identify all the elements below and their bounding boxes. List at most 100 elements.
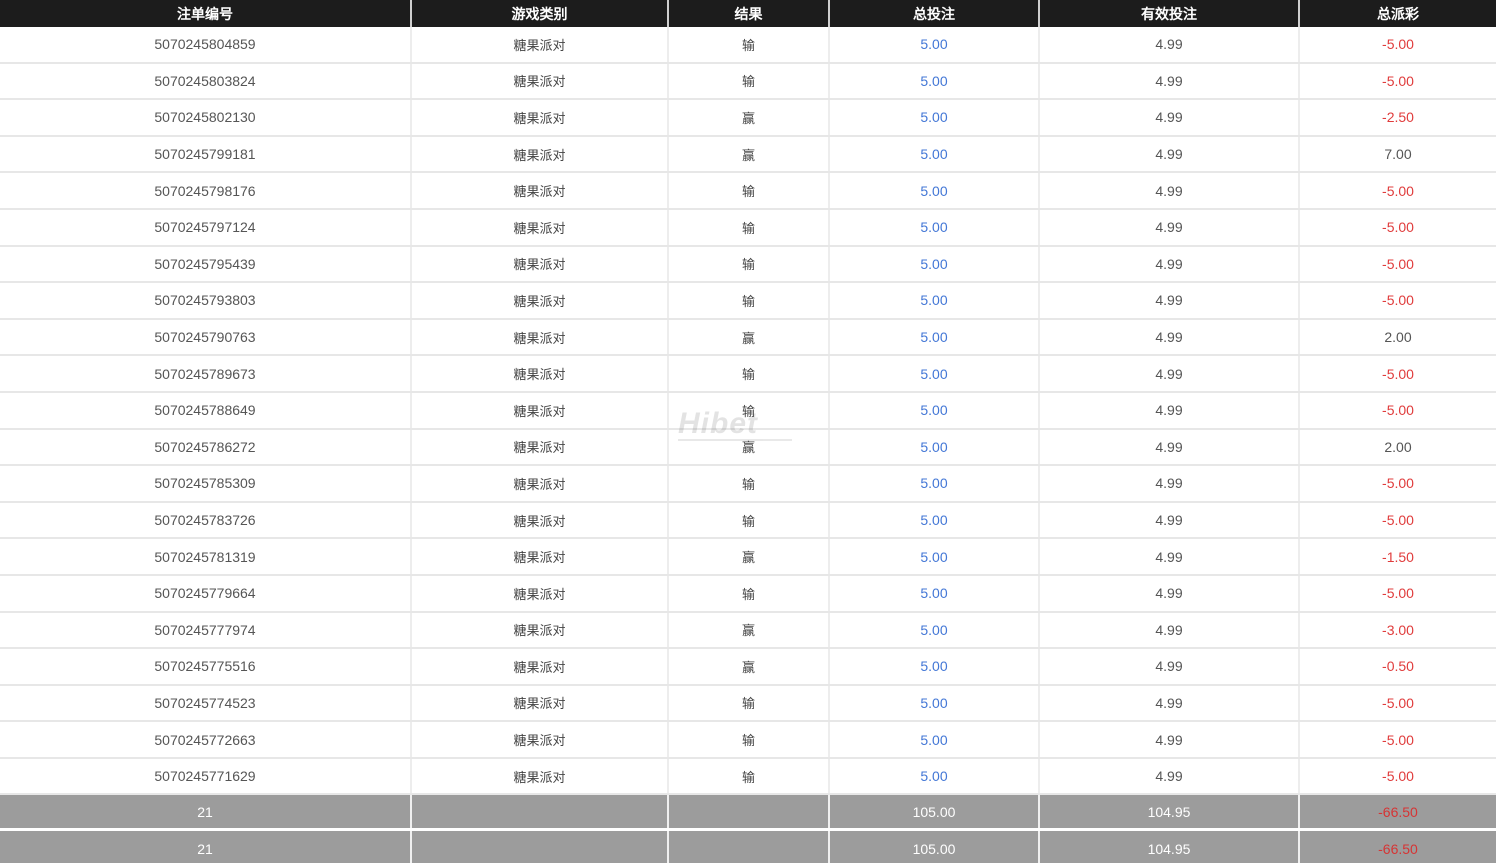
cell-payout: -5.00	[1382, 694, 1414, 711]
cell-result: 赢	[669, 539, 830, 574]
cell-total-bet[interactable]: 5.00	[830, 319, 1040, 355]
cell-valid-bet: 4.99	[1040, 429, 1300, 465]
summary-cell-payout: -66.50	[1378, 841, 1418, 858]
cell-valid-bet: 4.99	[1040, 466, 1300, 501]
cell-result: 输	[669, 173, 830, 208]
cell-bet-id: 5070245771629	[0, 758, 412, 794]
cell-total-bet[interactable]: 5.00	[830, 612, 1040, 648]
cell-valid-bet: 4.99	[1040, 283, 1300, 318]
cell-total-bet[interactable]: 5.00	[830, 722, 1040, 757]
summary-cell-result	[669, 831, 830, 863]
summary-cell-result	[669, 795, 830, 829]
cell-bet-id: 5070245803824	[0, 63, 412, 99]
cell-total-bet[interactable]: 5.00	[830, 649, 1040, 684]
table-row: 5070245803824 糖果派对输 5.00 4.99 -5.00	[0, 63, 1496, 101]
cell-bet-id: 5070245775516	[0, 649, 412, 684]
cell-game: 糖果派对	[412, 63, 669, 99]
cell-valid-bet: 4.99	[1040, 502, 1300, 538]
cell-bet-id: 5070245779664	[0, 575, 412, 611]
summary-cell-payout: -66.50	[1378, 803, 1418, 820]
cell-total-bet[interactable]: 5.00	[830, 429, 1040, 465]
cell-result: 输	[669, 575, 830, 611]
cell-valid-bet: 4.99	[1040, 758, 1300, 794]
cell-total-bet[interactable]: 5.00	[830, 356, 1040, 391]
summary-row: 21 105.00 104.95 -66.50	[0, 831, 1496, 863]
cell-game: 糖果派对	[412, 612, 669, 648]
cell-payout: -2.50	[1382, 109, 1414, 126]
cell-valid-bet: 4.99	[1040, 63, 1300, 99]
cell-game: 糖果派对	[412, 429, 669, 465]
cell-bet-id: 5070245799181	[0, 136, 412, 172]
cell-valid-bet: 4.99	[1040, 209, 1300, 245]
cell-total-bet[interactable]: 5.00	[830, 539, 1040, 574]
cell-result: 输	[669, 722, 830, 757]
cell-total-bet[interactable]: 5.00	[830, 575, 1040, 611]
cell-total-bet[interactable]: 5.00	[830, 246, 1040, 282]
cell-result: 赢	[669, 649, 830, 684]
cell-total-bet[interactable]: 5.00	[830, 283, 1040, 318]
cell-valid-bet: 4.99	[1040, 319, 1300, 355]
cell-total-bet[interactable]: 5.00	[830, 685, 1040, 721]
cell-game: 糖果派对	[412, 283, 669, 318]
cell-bet-id: 5070245795439	[0, 246, 412, 282]
cell-total-bet[interactable]: 5.00	[830, 466, 1040, 501]
cell-game: 糖果派对	[412, 136, 669, 172]
cell-bet-id: 5070245804859	[0, 27, 412, 62]
table-row: 5070245774523 糖果派对输 5.00 4.99 -5.00	[0, 685, 1496, 723]
cell-result: 赢	[669, 612, 830, 648]
cell-total-bet[interactable]: 5.00	[830, 63, 1040, 99]
table-row: 5070245790763 糖果派对赢 5.00 4.99 2.00	[0, 319, 1496, 357]
cell-total-bet[interactable]: 5.00	[830, 27, 1040, 62]
cell-result: 赢	[669, 429, 830, 465]
table-row: 5070245777974 糖果派对赢 5.00 4.99 -3.00	[0, 612, 1496, 650]
cell-result: 输	[669, 27, 830, 62]
cell-payout: -5.00	[1382, 292, 1414, 309]
cell-result: 输	[669, 758, 830, 794]
cell-valid-bet: 4.99	[1040, 246, 1300, 282]
column-header-result: 结果	[669, 0, 830, 27]
table-row: 5070245781319 糖果派对赢 5.00 4.99 -1.50	[0, 539, 1496, 576]
cell-total-bet[interactable]: 5.00	[830, 136, 1040, 172]
cell-bet-id: 5070245786272	[0, 429, 412, 465]
table-row: 5070245775516 糖果派对赢 5.00 4.99 -0.50	[0, 649, 1496, 686]
summary-cell-valid-bet: 104.95	[1040, 795, 1300, 829]
cell-game: 糖果派对	[412, 356, 669, 391]
cell-total-bet[interactable]: 5.00	[830, 100, 1040, 135]
cell-total-bet[interactable]: 5.00	[830, 209, 1040, 245]
cell-payout: -5.00	[1382, 182, 1414, 199]
cell-valid-bet: 4.99	[1040, 612, 1300, 648]
cell-game: 糖果派对	[412, 392, 669, 428]
cell-result: 赢	[669, 136, 830, 172]
table-summary: 21 105.00 104.95 -66.50 21 105.00 104.95 -66.50	[0, 795, 1496, 863]
cell-bet-id: 5070245788649	[0, 392, 412, 428]
table-row: 5070245802130 糖果派对赢 5.00 4.99 -2.50	[0, 100, 1496, 137]
cell-payout: -5.00	[1382, 72, 1414, 89]
cell-payout: -5.00	[1382, 255, 1414, 272]
cell-valid-bet: 4.99	[1040, 173, 1300, 208]
cell-bet-id: 5070245789673	[0, 356, 412, 391]
cell-valid-bet: 4.99	[1040, 685, 1300, 721]
cell-game: 糖果派对	[412, 319, 669, 355]
cell-payout: 2.00	[1384, 438, 1412, 455]
summary-cell-total-bet: 105.00	[830, 795, 1040, 829]
cell-game: 糖果派对	[412, 173, 669, 208]
column-header-total-bet: 总投注	[830, 0, 1040, 27]
cell-game: 糖果派对	[412, 685, 669, 721]
summary-cell-game	[412, 831, 669, 863]
cell-payout: -5.00	[1382, 219, 1414, 236]
cell-result: 输	[669, 63, 830, 99]
cell-valid-bet: 4.99	[1040, 356, 1300, 391]
cell-total-bet[interactable]: 5.00	[830, 502, 1040, 538]
cell-valid-bet: 4.99	[1040, 392, 1300, 428]
summary-cell-bet-id: 21	[0, 795, 412, 829]
cell-payout: 2.00	[1384, 329, 1412, 346]
cell-total-bet[interactable]: 5.00	[830, 758, 1040, 794]
cell-total-bet[interactable]: 5.00	[830, 392, 1040, 428]
cell-payout: -1.50	[1382, 548, 1414, 565]
cell-bet-id: 5070245774523	[0, 685, 412, 721]
cell-payout: 7.00	[1384, 146, 1412, 163]
cell-result: 输	[669, 283, 830, 318]
cell-payout: -5.00	[1382, 585, 1414, 602]
cell-total-bet[interactable]: 5.00	[830, 173, 1040, 208]
table-row: 5070245785309 糖果派对输 5.00 4.99 -5.00	[0, 466, 1496, 503]
